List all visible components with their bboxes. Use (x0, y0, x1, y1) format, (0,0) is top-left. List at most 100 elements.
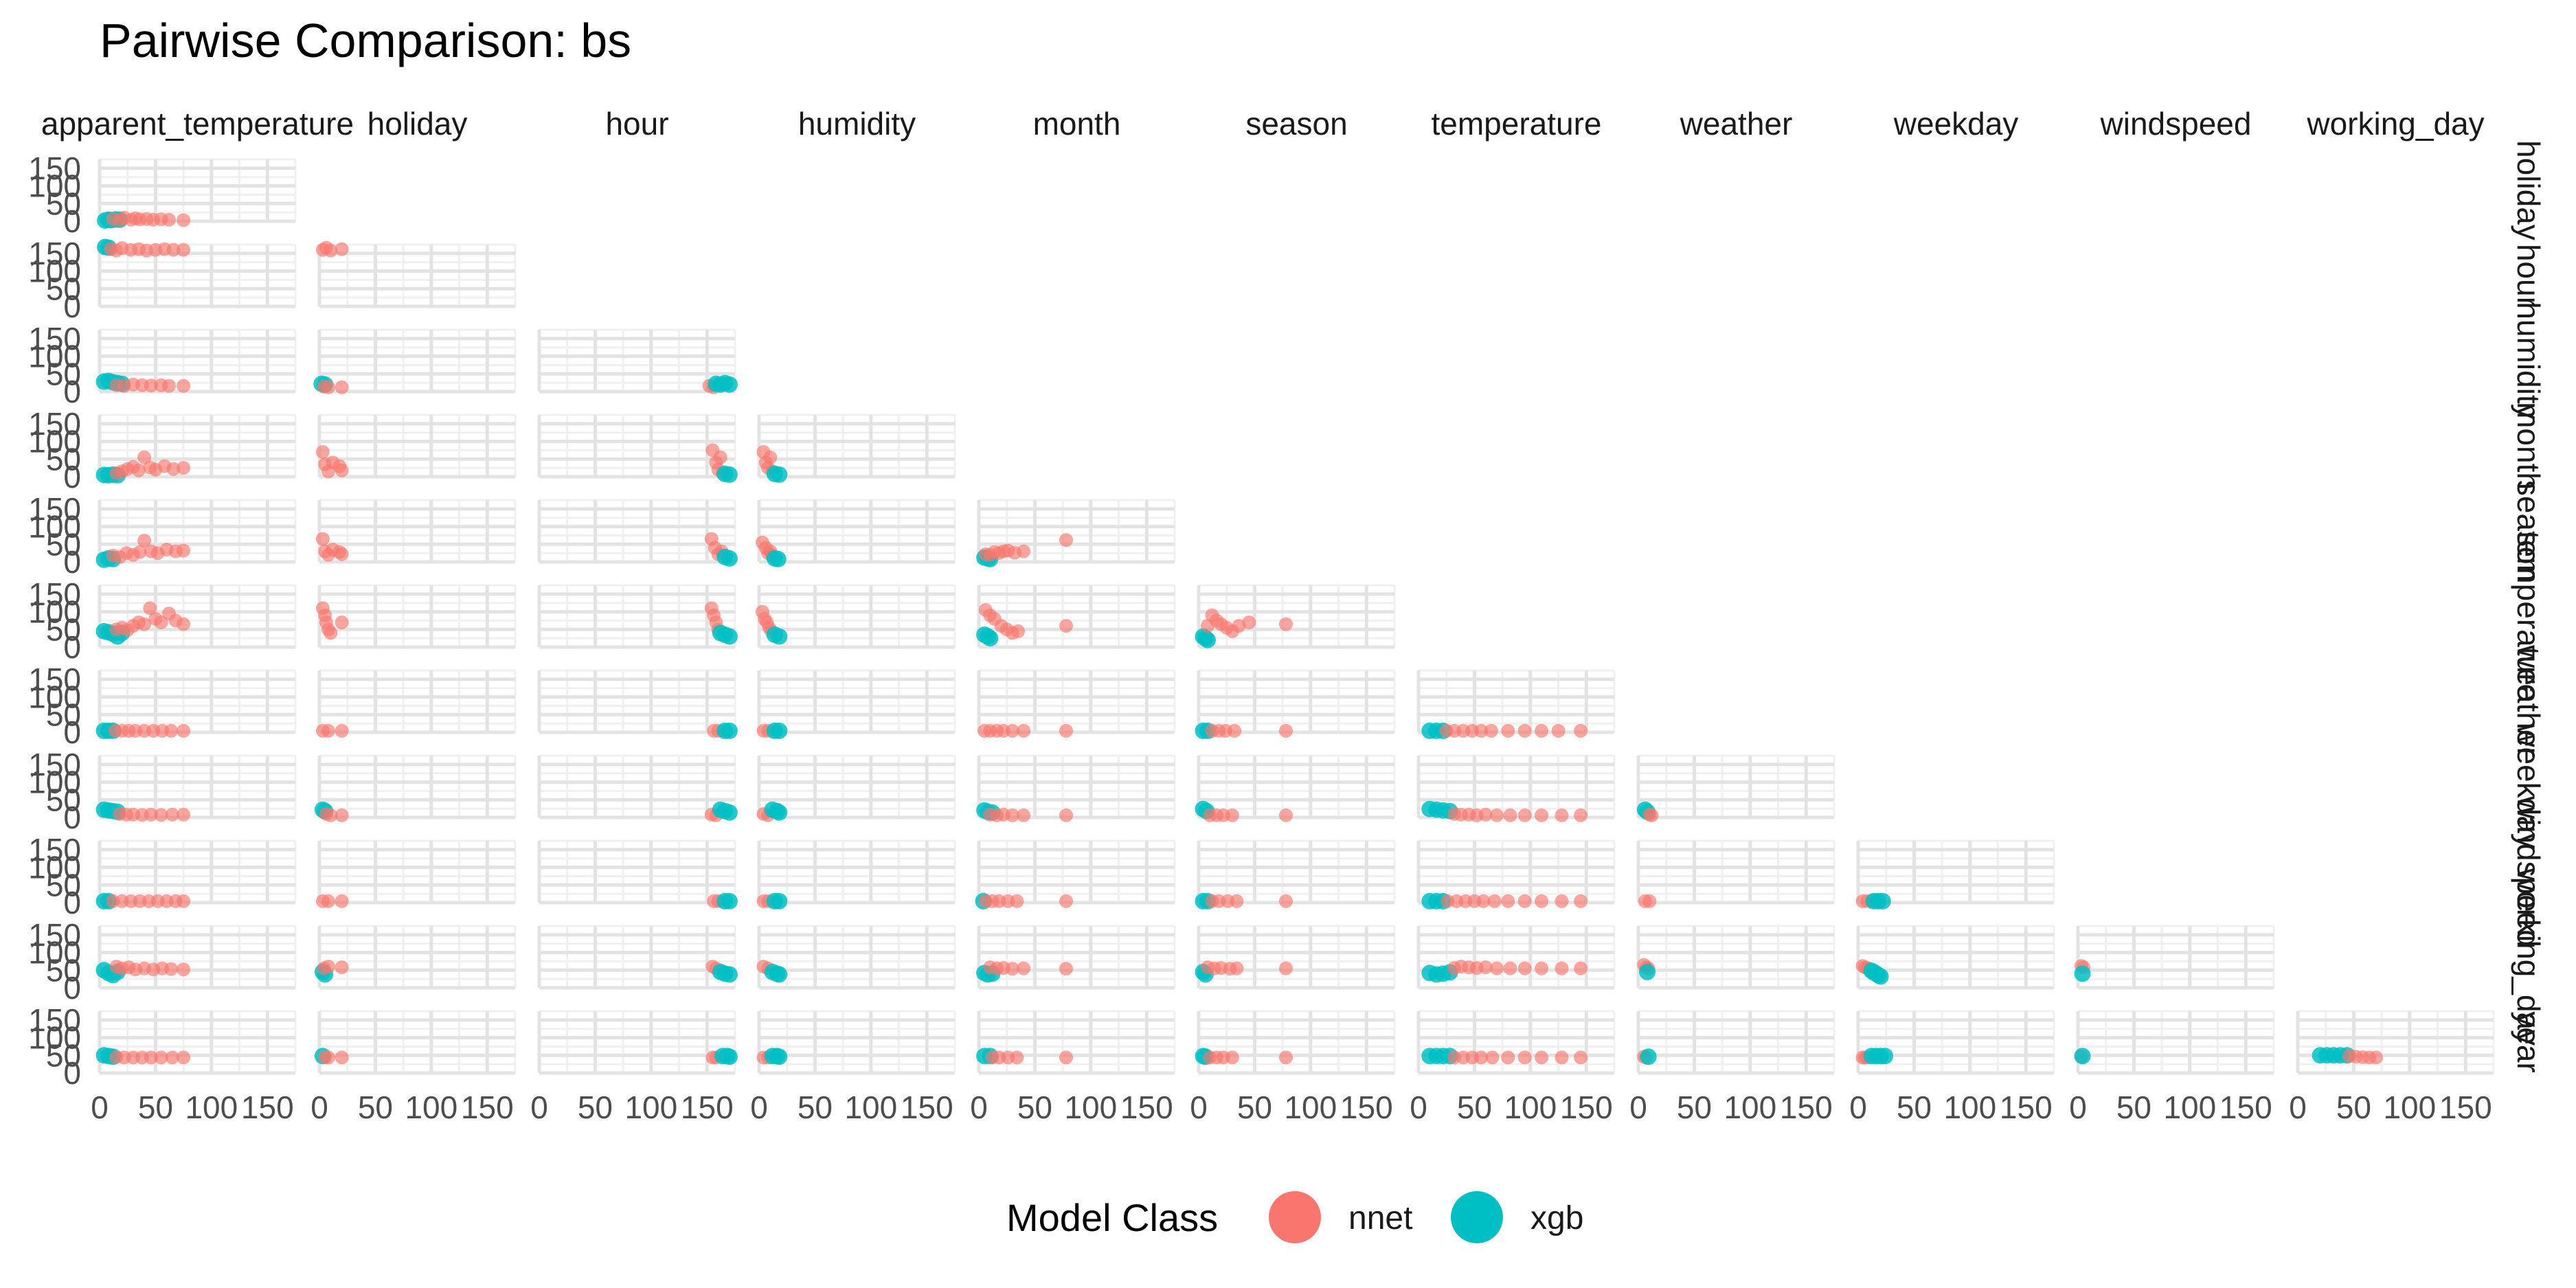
facet-panel (757, 499, 956, 564)
facet-panels (98, 158, 2495, 1075)
data-point-nnet (177, 723, 191, 738)
data-point-nnet (1011, 624, 1025, 638)
facet-panel (98, 328, 297, 394)
data-point-nnet (1555, 1050, 1569, 1065)
y-tick-label: 50 (46, 611, 81, 647)
data-point-nnet (324, 808, 338, 822)
x-tick-label: 0 (1849, 1089, 1867, 1125)
facet-panel (1197, 925, 1396, 990)
facet-labels: apparent_temperature holiday hour humidity m… (28, 106, 2546, 1125)
x-tick-label: 50 (1897, 1089, 1932, 1125)
data-point-nnet (1279, 723, 1293, 738)
data-point-nnet (1059, 533, 1073, 547)
data-point-xgb (771, 466, 788, 483)
y-tick-label: 150 (28, 917, 81, 953)
y-tick-label: 150 (28, 236, 81, 271)
facet-panel (537, 925, 736, 990)
y-tick-label: 0 (63, 544, 81, 580)
x-tick-label: 100 (2163, 1089, 2216, 1125)
data-point-nnet (1574, 808, 1588, 822)
y-tick-label: 150 (28, 832, 81, 868)
x-tick-label: 150 (1560, 1089, 1613, 1125)
data-point-nnet (1517, 808, 1532, 822)
facet-panel (98, 669, 297, 734)
facet-panel (98, 414, 297, 479)
facet-panel (1636, 754, 1835, 820)
x-tick-label: 0 (970, 1089, 988, 1125)
data-point-xgb (1640, 1048, 1657, 1065)
facet-panel (757, 1010, 956, 1075)
data-point-nnet (1645, 808, 1659, 822)
facet-panel (977, 669, 1176, 734)
x-tick-label: 0 (2069, 1089, 2087, 1125)
column-strip-label: weekday (1893, 106, 2019, 142)
x-tick-label: 100 (1724, 1089, 1776, 1125)
data-point-nnet (1535, 808, 1549, 822)
column-strip-label: season (1245, 106, 1347, 142)
data-point-xgb (771, 804, 788, 821)
data-point-xgb (1872, 968, 1889, 985)
facet-panel (1197, 1010, 1396, 1075)
data-point-nnet (335, 463, 349, 477)
row-strip-label: windspeed (2511, 795, 2546, 947)
x-tick-label: 50 (1677, 1089, 1712, 1125)
data-point-nnet (1574, 894, 1588, 908)
data-point-nnet (763, 450, 778, 464)
data-point-nnet (1478, 960, 1493, 975)
row-strip-label: season (2511, 480, 2546, 582)
data-point-nnet (1517, 961, 1532, 975)
data-point-xgb (721, 722, 738, 739)
facet-panel (977, 499, 1176, 564)
data-point-nnet (1517, 1050, 1532, 1065)
y-tick-label: 100 (28, 424, 81, 460)
data-point-nnet (165, 807, 179, 822)
x-tick-label: 50 (1017, 1089, 1052, 1125)
row-strip-label: holiday (2511, 140, 2546, 240)
facet-panel (977, 754, 1176, 820)
facet-panel (537, 499, 736, 564)
x-tick-label: 100 (185, 1089, 238, 1125)
data-point-nnet (177, 213, 191, 227)
x-tick-label: 0 (1629, 1089, 1647, 1125)
data-points (95, 210, 2383, 1065)
data-point-nnet (177, 1050, 191, 1065)
data-point-nnet (1017, 808, 1031, 822)
data-point-nnet (324, 626, 338, 640)
data-point-nnet (165, 1050, 179, 1065)
data-point-nnet (1517, 723, 1532, 738)
x-tick-label: 50 (1457, 1089, 1492, 1125)
x-tick-label: 50 (2336, 1089, 2371, 1125)
x-tick-label: 150 (1120, 1089, 1173, 1125)
data-point-xgb (771, 1048, 788, 1065)
data-point-nnet (1005, 723, 1019, 738)
data-point-xgb (721, 550, 738, 567)
facet-panel (1416, 839, 1616, 905)
facet-panel (98, 584, 297, 649)
data-point-nnet (1501, 1050, 1515, 1065)
data-point-nnet (1010, 894, 1024, 908)
data-point-nnet (1228, 723, 1242, 738)
column-strip-label: hour (605, 106, 668, 142)
x-tick-label: 50 (358, 1089, 393, 1125)
y-tick-label: 100 (28, 935, 81, 971)
x-tick-label: 150 (901, 1089, 953, 1125)
y-tick-label: 100 (28, 594, 81, 630)
y-tick-label: 150 (28, 321, 81, 357)
column-strip-label: humidity (798, 106, 916, 142)
row-strip-label: weekday (2511, 723, 2546, 849)
data-point-nnet (1574, 723, 1588, 738)
data-point-nnet (1230, 961, 1244, 975)
data-point-nnet (144, 1050, 158, 1065)
data-point-nnet (162, 379, 176, 393)
data-point-nnet (177, 807, 191, 822)
y-tick-label: 100 (28, 679, 81, 715)
y-tick-label: 150 (28, 662, 81, 697)
data-point-nnet (2369, 1050, 2383, 1065)
column-strip-label: temperature (1431, 106, 1601, 142)
chart-title: Pairwise Comparison: bs (100, 14, 631, 67)
facet-panel (2296, 1010, 2495, 1075)
x-tick-label: 150 (1340, 1089, 1393, 1125)
data-point-nnet (335, 1050, 349, 1065)
x-tick-label: 150 (1780, 1089, 1833, 1125)
y-tick-label: 150 (28, 406, 81, 442)
